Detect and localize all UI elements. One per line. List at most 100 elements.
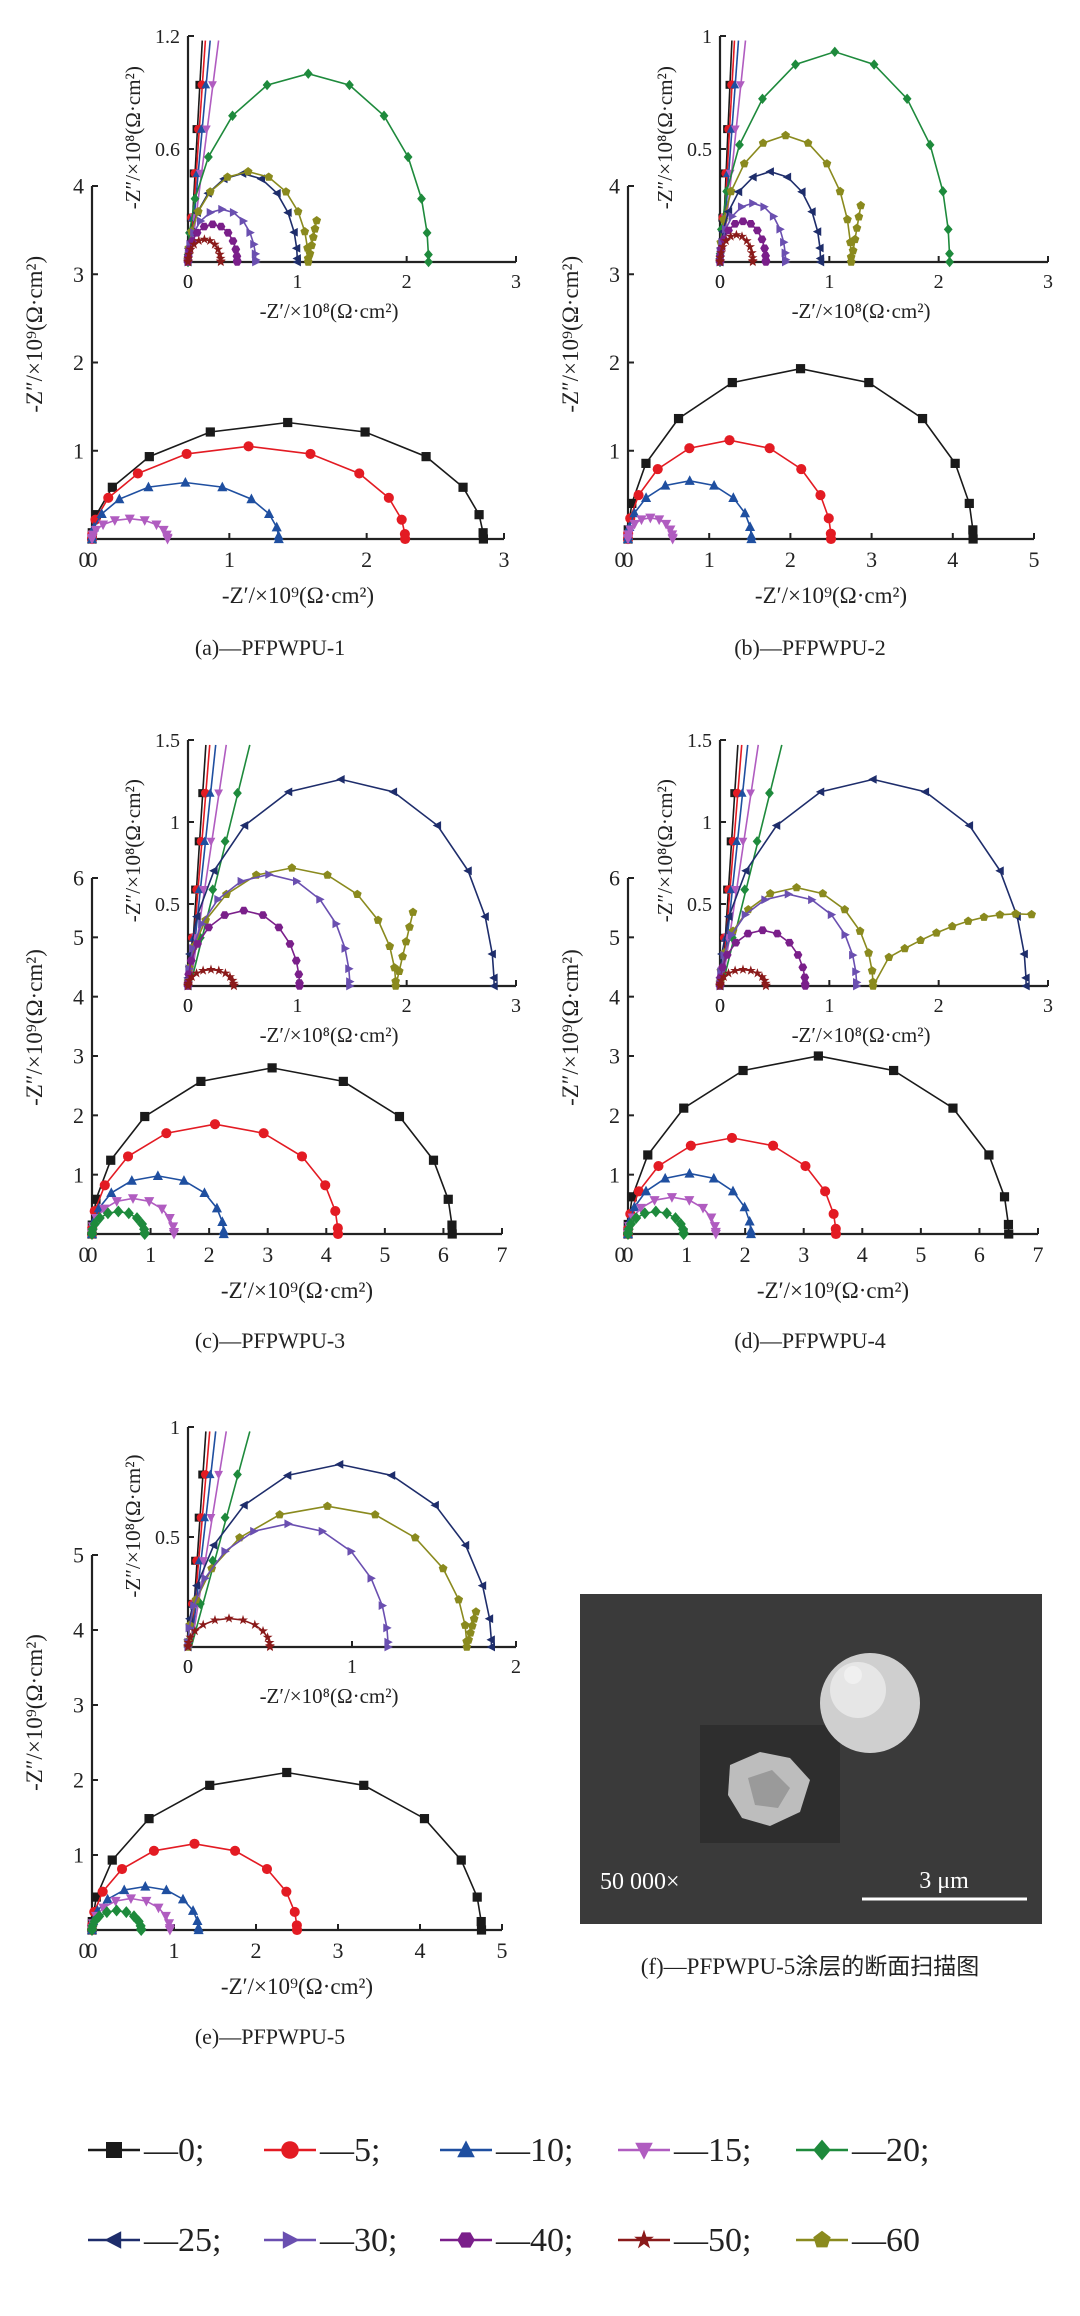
main-y-tick-label: 3 bbox=[609, 262, 620, 287]
inset-point bbox=[294, 970, 304, 979]
legend-marker bbox=[634, 2229, 654, 2249]
inset-series-line bbox=[187, 1505, 477, 1648]
inset-point bbox=[186, 956, 196, 965]
main-point bbox=[261, 1863, 273, 1875]
inset-point bbox=[916, 935, 925, 944]
inset-point bbox=[725, 231, 736, 241]
inset-point bbox=[765, 889, 775, 898]
main-point bbox=[684, 1167, 695, 1178]
main-point bbox=[187, 1905, 199, 1915]
inset-point bbox=[1011, 909, 1021, 918]
inset-y-tick-label: 1 bbox=[170, 812, 180, 834]
main-point bbox=[98, 1903, 109, 1914]
main-point bbox=[267, 1063, 277, 1073]
inset-point bbox=[405, 922, 414, 931]
inset-point bbox=[827, 910, 837, 920]
inset-point bbox=[383, 1623, 392, 1633]
inset-steep-point bbox=[200, 1512, 210, 1522]
inset-point bbox=[781, 130, 790, 140]
inset-point bbox=[291, 243, 301, 253]
inset-point bbox=[733, 187, 743, 197]
inset-point bbox=[284, 1519, 293, 1529]
inset-point bbox=[487, 949, 496, 959]
inset-series-line bbox=[187, 1522, 389, 1648]
inset-point bbox=[218, 204, 227, 214]
main-point bbox=[652, 464, 663, 475]
inset-point bbox=[307, 240, 316, 250]
main-point bbox=[710, 1229, 721, 1240]
inset-point bbox=[963, 916, 973, 925]
inset-point bbox=[386, 1471, 396, 1480]
inset-point bbox=[822, 159, 832, 168]
main-point bbox=[91, 1892, 101, 1902]
inset-point bbox=[352, 889, 362, 898]
legend-item: —50; bbox=[618, 2222, 751, 2259]
main-point bbox=[649, 1196, 660, 1206]
main-point bbox=[102, 1893, 113, 1904]
inset-point bbox=[945, 248, 954, 259]
main-point bbox=[217, 1216, 228, 1226]
inset-x-tick-label: 2 bbox=[402, 995, 412, 1017]
inset-point bbox=[196, 216, 206, 226]
inset-point bbox=[193, 207, 203, 216]
inset-steep-line bbox=[721, 744, 760, 987]
main-point bbox=[127, 1194, 139, 1204]
main-point bbox=[739, 507, 751, 518]
inset-point bbox=[438, 1563, 448, 1573]
main-point bbox=[156, 1204, 168, 1215]
main-point bbox=[447, 1229, 457, 1239]
inset-steep-point bbox=[194, 1555, 204, 1565]
main-point bbox=[394, 1111, 405, 1122]
inset-point bbox=[334, 1460, 344, 1469]
main-point bbox=[125, 1894, 137, 1905]
main-point bbox=[144, 1814, 154, 1824]
inset-point bbox=[192, 228, 202, 237]
inset-steep-point bbox=[206, 837, 216, 847]
inset-point bbox=[798, 963, 808, 972]
main-point bbox=[205, 427, 215, 437]
inset-series-line bbox=[719, 134, 862, 263]
main-point bbox=[136, 1924, 147, 1936]
inset-point bbox=[316, 894, 325, 904]
inset-point bbox=[190, 193, 200, 204]
inset-point bbox=[753, 226, 762, 235]
inset-steep-point bbox=[195, 169, 205, 179]
main-point bbox=[116, 1863, 128, 1875]
inset-point bbox=[486, 1635, 495, 1645]
inset-point bbox=[719, 971, 729, 982]
legend-item: —20; bbox=[796, 2132, 929, 2169]
main-series-line bbox=[627, 479, 753, 540]
inset-origin-label: 0 bbox=[183, 1656, 193, 1678]
main-y-tick-label: 4 bbox=[609, 174, 620, 199]
inset-point bbox=[300, 227, 310, 236]
inset-point bbox=[480, 912, 489, 921]
main-y-tick-label: 2 bbox=[609, 1103, 620, 1128]
main-point bbox=[113, 1205, 124, 1218]
main-x-tick-label: 1 bbox=[704, 547, 715, 572]
inset-steep-point bbox=[220, 1512, 230, 1523]
inset-point bbox=[336, 774, 345, 784]
inset-point bbox=[717, 241, 728, 252]
inset-point bbox=[761, 258, 771, 266]
inset-point bbox=[718, 963, 727, 972]
main-point bbox=[161, 1884, 172, 1895]
inset-point bbox=[250, 1526, 259, 1536]
inset-y-axis-label: -Z″/×10⁸(Ω·cm²) bbox=[121, 779, 145, 922]
main-point bbox=[102, 1207, 113, 1220]
inset-y-tick-label: 0.5 bbox=[687, 894, 712, 916]
inset-point bbox=[948, 921, 957, 931]
sem-sphere-highlight bbox=[830, 1662, 886, 1718]
inset-point bbox=[341, 944, 350, 953]
panel-caption: (e)—PFPWPU-5 bbox=[195, 2024, 345, 2049]
inset-point bbox=[852, 967, 861, 977]
inset-steep-point bbox=[198, 1557, 208, 1566]
inset-point bbox=[239, 906, 249, 915]
inset-point bbox=[728, 930, 737, 940]
inset-point bbox=[291, 956, 301, 965]
main-origin-label: 0 bbox=[615, 547, 626, 572]
main-point bbox=[447, 1220, 457, 1230]
main-point bbox=[917, 413, 928, 424]
inset-point bbox=[237, 876, 246, 886]
inset-point bbox=[249, 1619, 260, 1629]
inset-point bbox=[292, 257, 301, 267]
